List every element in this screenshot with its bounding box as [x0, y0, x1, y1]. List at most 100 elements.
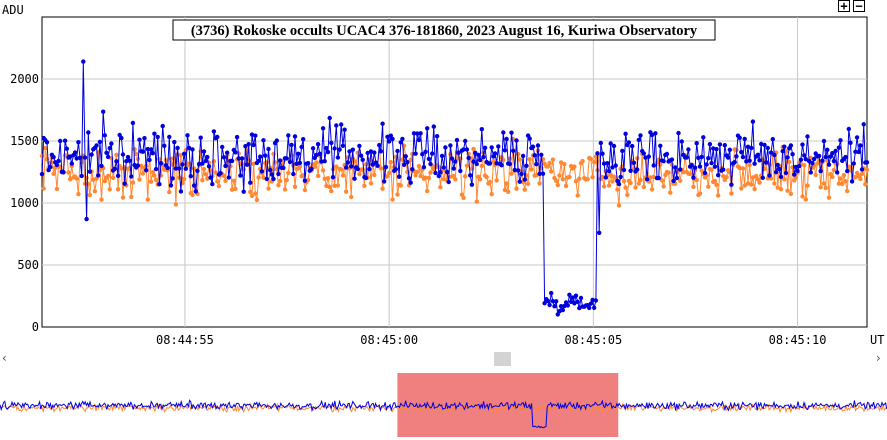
blue-series-point — [274, 138, 279, 143]
zoom-out-button[interactable]: − — [853, 0, 865, 12]
orange-series-point — [709, 167, 714, 172]
blue-series-point — [238, 173, 243, 178]
blue-series-point — [115, 173, 121, 178]
orange-series-point — [641, 184, 646, 190]
orange-series-point — [254, 197, 260, 203]
blue-series-point — [87, 169, 93, 174]
blue-series-point — [119, 135, 124, 141]
blue-series-point — [221, 155, 227, 160]
blue-series-point — [772, 152, 777, 158]
orange-series-point — [201, 166, 207, 172]
blue-series-point — [783, 170, 789, 176]
blue-series-point — [350, 147, 355, 152]
blue-series-point — [757, 158, 762, 163]
orange-series-point — [415, 169, 420, 175]
blue-series-point — [67, 154, 73, 159]
blue-series-point — [102, 133, 108, 138]
orange-series-point — [51, 171, 56, 176]
blue-series-point — [190, 147, 195, 152]
blue-series-point — [785, 155, 790, 160]
orange-series-point — [522, 187, 527, 192]
blue-series-point — [492, 151, 498, 156]
scroll-right-arrow-icon[interactable]: › — [876, 351, 881, 365]
orange-series-point — [590, 175, 595, 180]
orange-series-point — [487, 179, 493, 185]
orange-series-point — [87, 192, 93, 198]
blue-series-point — [380, 121, 385, 126]
blue-series-point — [780, 149, 785, 154]
blue-series-point — [601, 161, 607, 166]
blue-series-point — [524, 163, 529, 168]
blue-series-point — [514, 138, 519, 143]
blue-series-point — [649, 132, 655, 138]
blue-series-point — [349, 164, 354, 169]
blue-series-point — [104, 150, 109, 155]
blue-series-point — [828, 154, 833, 159]
scrollbar-thumb[interactable] — [494, 352, 511, 366]
orange-series-point — [742, 183, 747, 188]
blue-series-point — [499, 163, 504, 168]
orange-series-point — [357, 172, 362, 177]
blue-series-point — [99, 163, 104, 169]
blue-series-point — [644, 177, 650, 182]
overview-blue-line — [0, 399, 887, 429]
orange-series-point — [802, 163, 807, 168]
orange-series-point — [426, 175, 432, 181]
orange-series-point — [378, 166, 384, 171]
blue-series-point — [387, 139, 392, 144]
blue-series-point — [469, 182, 475, 187]
orange-series-point — [332, 183, 337, 188]
zoom-in-button[interactable]: + — [838, 0, 850, 12]
y-tick-label: 1000 — [10, 196, 39, 210]
blue-series-point — [707, 142, 713, 147]
blue-series-point — [740, 154, 746, 160]
orange-series-point — [506, 189, 511, 194]
blue-series-point — [372, 150, 377, 155]
time-scrollbar[interactable]: ‹ › — [0, 351, 887, 367]
orange-series-point — [803, 197, 808, 202]
blue-series-point — [656, 175, 661, 181]
orange-series-point — [67, 177, 73, 182]
orange-series-point — [739, 186, 744, 191]
blue-series-point — [415, 131, 420, 136]
blue-series-point — [158, 161, 164, 166]
blue-series-point — [317, 151, 322, 156]
blue-series-point — [686, 147, 691, 152]
blue-series-point — [511, 148, 516, 153]
orange-series-point — [573, 179, 579, 184]
light-curve-chart[interactable]: 0 500 1000 1500 2000 08:44:55 08:45:00 08:45:05… — [0, 0, 887, 351]
blue-series-point — [560, 307, 565, 313]
blue-series-point — [79, 173, 84, 179]
orange-series-point — [649, 187, 655, 192]
orange-series-point — [782, 177, 787, 182]
blue-series-point — [477, 157, 483, 163]
blue-series-point — [489, 145, 494, 150]
blue-series-point — [825, 147, 830, 152]
orange-series-point — [864, 167, 870, 172]
blue-series-point — [520, 153, 526, 159]
blue-series-point — [453, 159, 458, 164]
orange-series-point — [772, 181, 777, 186]
orange-series-point — [314, 160, 319, 165]
orange-series-point — [658, 162, 663, 167]
blue-series-point — [768, 150, 774, 155]
orange-series-point — [418, 173, 423, 179]
blue-series-point — [195, 168, 200, 174]
x-axis-label: UT — [870, 333, 884, 347]
blue-series-point — [172, 139, 177, 145]
blue-series-point — [479, 127, 484, 132]
scroll-left-arrow-icon[interactable]: ‹ — [2, 351, 7, 365]
blue-series-point — [332, 146, 337, 151]
orange-series-point — [697, 191, 703, 196]
overview-navigator[interactable] — [0, 371, 887, 437]
blue-series-point — [155, 134, 160, 140]
orange-series-point — [750, 175, 756, 180]
blue-series-point — [365, 150, 370, 156]
y-axis-label: ADU — [2, 3, 24, 17]
orange-series-point — [636, 181, 641, 186]
blue-series-point — [284, 156, 289, 161]
blue-series-point — [211, 129, 217, 134]
blue-series-point — [344, 165, 349, 170]
blue-series-point — [401, 162, 407, 167]
orange-series-point — [778, 187, 784, 192]
